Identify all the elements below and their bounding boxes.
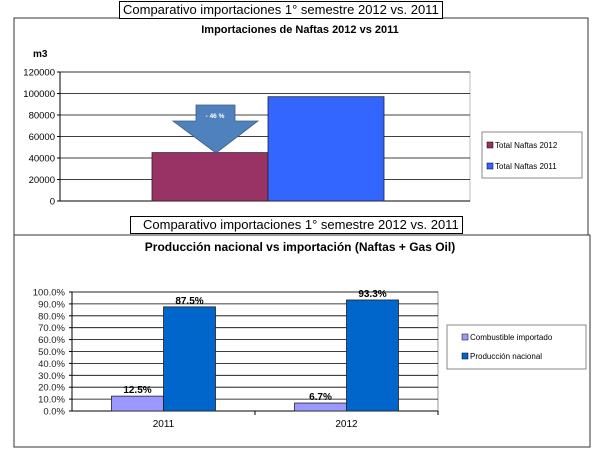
chart2-ytick-label: 70.0% bbox=[38, 323, 65, 334]
chart1-title: Importaciones de Naftas 2012 vs 2011 bbox=[201, 24, 399, 36]
chart2-ytick-label: 10.0% bbox=[38, 395, 65, 406]
chart2-data-label: 6.7% bbox=[309, 392, 332, 403]
chart2-ytick-label: 40.0% bbox=[38, 359, 65, 370]
chart2-ytick-label: 20.0% bbox=[38, 383, 65, 394]
chart2-bar-2011-nacional bbox=[163, 306, 216, 412]
chart1-ytick-label: 120000 bbox=[23, 68, 55, 79]
chart2-ytick-label: 90.0% bbox=[38, 299, 65, 310]
chart2-xtick-label: 2011 bbox=[153, 419, 175, 430]
chart1-ylabel: m3 bbox=[33, 49, 48, 60]
legend-label-2012: Total Naftas 2012 bbox=[495, 141, 558, 150]
chart2-ytick-label: 30.0% bbox=[38, 371, 65, 382]
legend-swatch-nacional bbox=[461, 352, 469, 360]
chart1-annotation-label: - 46 % bbox=[206, 113, 225, 120]
chart2-ytick-label: 60.0% bbox=[38, 335, 65, 346]
chart2-data-label: 12.5% bbox=[123, 385, 151, 396]
legend-swatch-importado bbox=[461, 333, 469, 341]
top-caption: Comparativo importaciones 1° semestre 20… bbox=[119, 1, 443, 19]
legend-swatch-2011 bbox=[486, 162, 494, 170]
chart2-xtick-label: 2012 bbox=[335, 419, 358, 430]
chart2-title: Producción nacional vs importación (Naft… bbox=[145, 240, 455, 254]
down-arrow-icon bbox=[171, 104, 260, 154]
chart1-ytick-label: 60000 bbox=[29, 132, 55, 143]
chart1-ytick-label: 100000 bbox=[23, 89, 55, 100]
chart2-ytick-label: 80.0% bbox=[38, 311, 65, 322]
chart1-legend bbox=[481, 131, 583, 179]
chart2-ytick-label: 100.0% bbox=[33, 288, 66, 299]
chart1-ytick-label: 80000 bbox=[29, 111, 55, 122]
chart1-bar-total-naftas-2011 bbox=[267, 96, 385, 202]
legend-label-importado: Combustible importado bbox=[470, 333, 553, 342]
chart1-ytick-label: 20000 bbox=[29, 175, 55, 186]
middle-caption: Comparativo importaciones 1° semestre 20… bbox=[130, 216, 463, 234]
chart2-bar-2012-importado bbox=[294, 402, 347, 412]
chart2-data-label: 93.3% bbox=[358, 289, 386, 300]
chart2-legend bbox=[446, 324, 587, 370]
chart2-data-label: 87.5% bbox=[175, 296, 203, 307]
chart2-bar-2011-importado bbox=[111, 395, 164, 412]
chart2-bar-2012-nacional bbox=[346, 299, 399, 412]
legend-label-2011: Total Naftas 2011 bbox=[495, 162, 557, 171]
legend-label-nacional: Producción nacional bbox=[470, 352, 542, 361]
chart1-ytick-label: 0 bbox=[50, 197, 55, 208]
chart1-bar-total-naftas-2012 bbox=[151, 152, 269, 202]
legend-swatch-2012 bbox=[486, 141, 494, 149]
chart2-ytick-label: 0.0% bbox=[43, 407, 65, 418]
chart1-ytick-label: 40000 bbox=[29, 154, 55, 165]
chart2-ytick-label: 50.0% bbox=[38, 347, 65, 358]
